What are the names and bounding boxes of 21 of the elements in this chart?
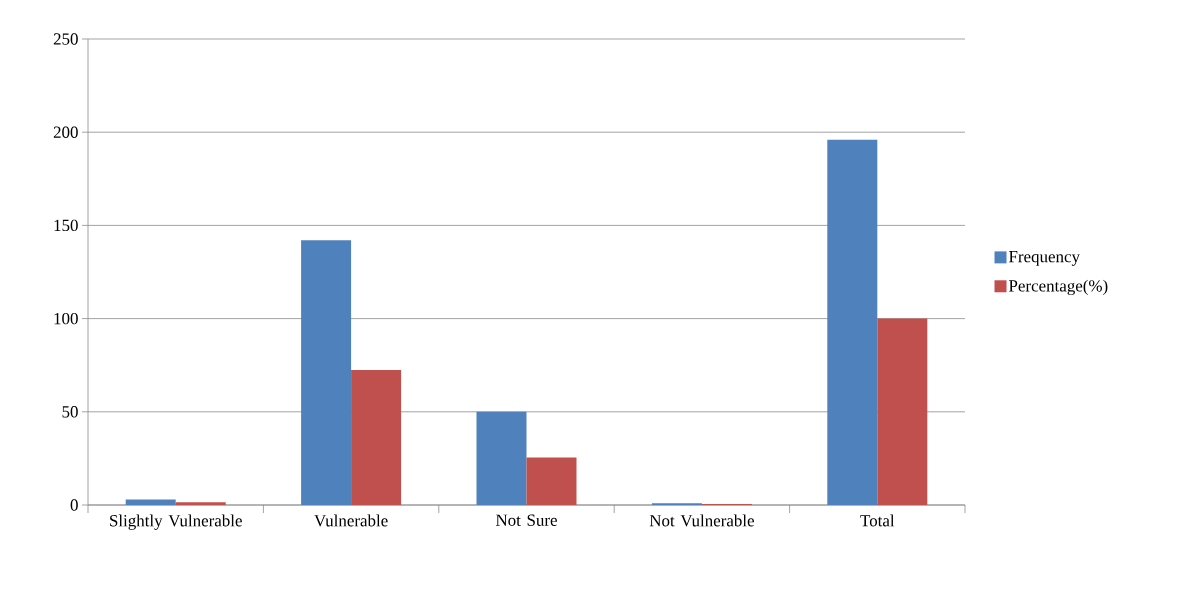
x-tick-label: Not Sure bbox=[495, 514, 557, 526]
x-tick-label: Total bbox=[860, 514, 895, 527]
y-tick-label: 100 bbox=[54, 312, 78, 325]
bar bbox=[351, 370, 402, 505]
y-tick-label: 250 bbox=[53, 33, 78, 45]
y-tick-label: 150 bbox=[54, 219, 78, 232]
x-tick-label: Slightly Vulnerable bbox=[110, 514, 242, 530]
bar bbox=[827, 139, 878, 505]
y-tick-label: 200 bbox=[53, 126, 78, 138]
x-tick-label: Not Vulnerable bbox=[649, 514, 754, 527]
bar bbox=[175, 502, 226, 505]
bar bbox=[877, 318, 928, 505]
x-tick-label: Vulnerable bbox=[314, 514, 388, 527]
bar bbox=[301, 240, 352, 505]
bar bbox=[526, 457, 577, 505]
bar bbox=[125, 499, 176, 505]
y-tick-label: 0 bbox=[70, 499, 78, 511]
bar bbox=[476, 411, 527, 505]
legend-label: Percentage(%) bbox=[1008, 279, 1108, 296]
y-tick-label: 50 bbox=[62, 406, 78, 418]
legend-label: Frequency bbox=[1008, 251, 1080, 266]
